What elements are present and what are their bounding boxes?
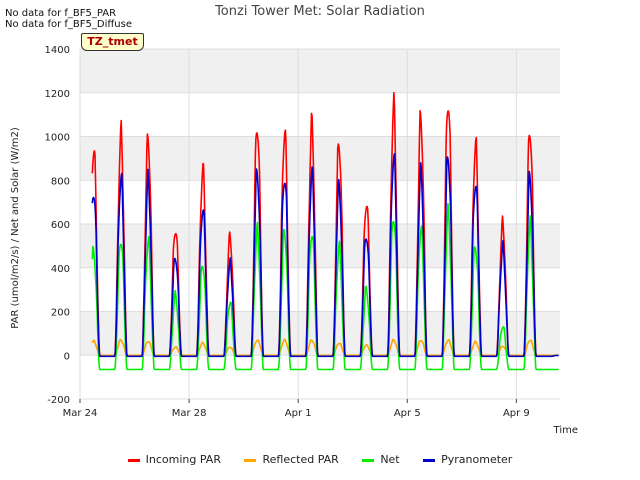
x-axis: Mar 24 Mar 28 Apr 1 Apr 5 Apr 9 (63, 399, 530, 419)
plot-band (80, 224, 560, 268)
legend-swatch-pyranometer (423, 458, 436, 462)
legend-swatch-net (362, 458, 375, 462)
y-axis-label: PAR (umol/m2/s) / Net and Solar (W/m2) (10, 127, 21, 329)
legend-label-incoming-par: Incoming PAR (145, 453, 221, 466)
legend-label-pyranometer: Pyranometer (441, 453, 513, 466)
y-axis: -200 0 200 400 600 800 1000 1200 1400 (45, 45, 70, 406)
series-net-line (91, 202, 559, 371)
legend-label-net: Net (380, 453, 400, 466)
y-tick-label: 1400 (45, 45, 70, 56)
y-tick-label: 400 (51, 264, 70, 275)
y-tick-label: 1200 (45, 89, 70, 100)
legend-swatch-incoming-par (127, 458, 140, 462)
site-badge: TZ_tmet (81, 33, 144, 51)
no-data-note-diffuse: No data for f_BF5_Diffuse (5, 19, 132, 30)
plot-band (80, 136, 560, 181)
legend-item-pyranometer: Pyranometer (423, 453, 512, 466)
plot-band (80, 49, 560, 93)
y-tick-label: 800 (51, 176, 70, 187)
plot-bands (80, 49, 560, 356)
x-tick-label: Mar 24 (63, 408, 98, 419)
legend-swatch-reflected-par (244, 458, 257, 462)
series-pyranometer-line (91, 153, 559, 358)
y-tick-label: 600 (51, 220, 70, 231)
legend-item-net: Net (362, 453, 400, 466)
x-tick-label: Apr 9 (503, 408, 530, 419)
x-tick-label: Apr 5 (394, 408, 421, 419)
y-tick-label: 0 (64, 351, 70, 362)
chart-title: Tonzi Tower Met: Solar Radiation (215, 4, 425, 19)
x-tick-label: Apr 1 (285, 408, 312, 419)
legend-label-reflected-par: Reflected PAR (262, 453, 339, 466)
legend-item-incoming-par: Incoming PAR (127, 453, 221, 466)
x-axis-label: Time (553, 425, 578, 436)
legend: Incoming PAR Reflected PAR Net Pyranomet… (0, 453, 640, 466)
x-tick-label: Mar 28 (172, 408, 207, 419)
legend-item-reflected-par: Reflected PAR (244, 453, 339, 466)
y-tick-label: -200 (47, 395, 70, 406)
grid-lines (79, 48, 560, 400)
y-tick-label: 200 (51, 308, 70, 319)
y-tick-label: 1000 (45, 133, 70, 144)
series-lines (91, 91, 559, 371)
no-data-note-par: No data for f_BF5_PAR (5, 8, 117, 19)
